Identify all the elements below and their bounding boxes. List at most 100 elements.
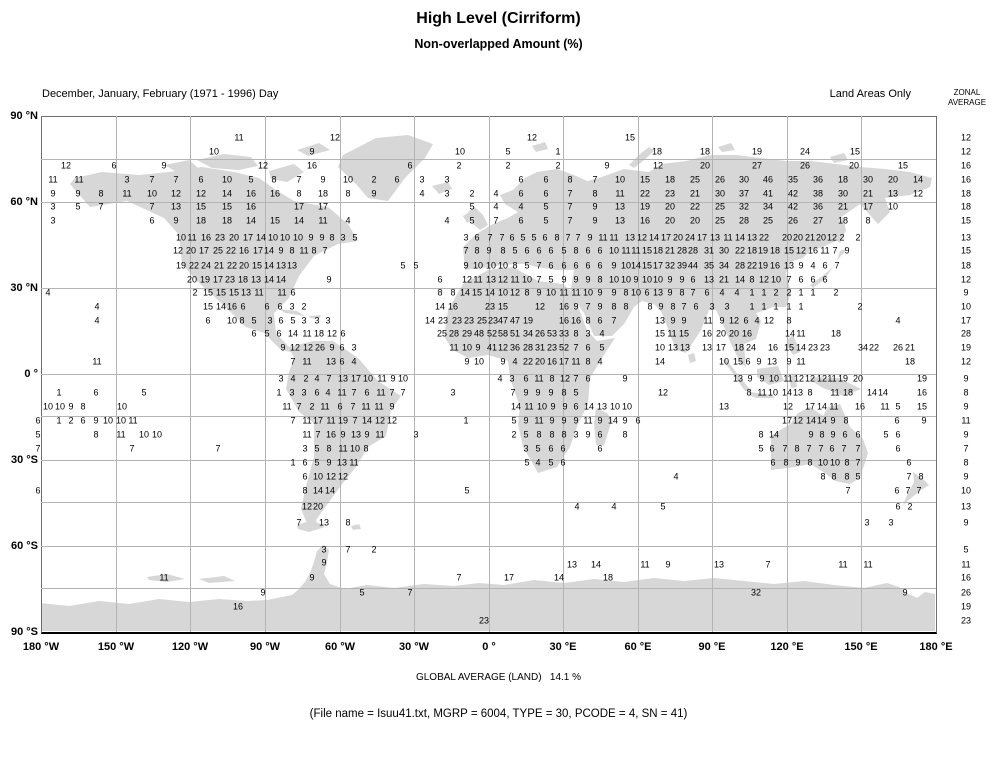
grid-value: 10 (545, 287, 557, 298)
grid-value: 10 (54, 401, 66, 412)
grid-value: 28 (448, 328, 460, 339)
grid-value: 6 (80, 415, 86, 426)
grid-value: 8 (622, 429, 628, 440)
grid-value: 6 (810, 274, 816, 285)
grid-value: 21 (718, 274, 730, 285)
gridline-h (41, 416, 936, 417)
y-tick-label: 30 °N (10, 282, 38, 294)
grid-value: 11 (534, 373, 544, 384)
grid-value: 1 (761, 287, 767, 298)
grid-value: 8 (93, 429, 99, 440)
grid-value: 10 (608, 245, 620, 256)
grid-value: 28 (522, 342, 534, 353)
grid-value: 30 (714, 188, 726, 199)
landmass-island (787, 335, 800, 355)
zonal-average-value: 9 (963, 429, 969, 440)
landmass-island (830, 153, 848, 163)
grid-value: 6 (364, 387, 370, 398)
grid-value: 11 (374, 401, 384, 412)
grid-value: 18 (842, 387, 854, 398)
grid-value: 20 (689, 215, 701, 226)
grid-value: 6 (548, 260, 554, 271)
grid-value: 8 (549, 373, 555, 384)
grid-value: 6 (822, 260, 828, 271)
grid-value: 44 (687, 260, 699, 271)
grid-value: 3 (444, 188, 450, 199)
grid-value: 13 (614, 215, 626, 226)
grid-value: 15 (251, 260, 263, 271)
grid-value: 1 (749, 287, 755, 298)
grid-value: 20 (672, 232, 684, 243)
grid-value: 6 (518, 188, 524, 199)
grid-value: 2 (505, 160, 511, 171)
grid-value: 20 (185, 245, 197, 256)
grid-value: 16 (269, 188, 281, 199)
grid-value: 8 (865, 215, 871, 226)
grid-value: 12 (374, 415, 386, 426)
grid-value: 6 (509, 232, 515, 243)
grid-value: 6 (560, 443, 566, 454)
grid-value: 6 (560, 457, 566, 468)
x-tick-label: 60 °E (624, 641, 652, 653)
grid-value: 19 (522, 315, 534, 326)
grid-value: 34 (522, 328, 534, 339)
grid-value: 14 (459, 287, 471, 298)
grid-value: 17 (652, 260, 664, 271)
grid-value: 22 (689, 201, 701, 212)
zonal-average-value: 17 (960, 315, 972, 326)
landmass-island (757, 366, 784, 385)
grid-value: 12 (804, 373, 816, 384)
grid-value: 18 (733, 342, 745, 353)
grid-value: 4 (94, 315, 100, 326)
grid-value: 3 (314, 315, 320, 326)
grid-value: 13 (596, 401, 608, 412)
grid-value: 8 (597, 274, 603, 285)
zonal-average-value: 19 (960, 342, 972, 353)
grid-value: 3 (864, 517, 870, 528)
grid-value: 8 (807, 387, 813, 398)
grid-value: 6 (585, 373, 591, 384)
grid-value: 19 (757, 245, 769, 256)
grid-value: 30 (738, 174, 750, 185)
grid-value: 4 (94, 301, 100, 312)
grid-value: 11 (838, 559, 848, 570)
x-tick-label: 120 °E (770, 641, 804, 653)
landmass-island (269, 164, 304, 182)
grid-value: 7 (149, 201, 155, 212)
grid-value: 10 (115, 415, 127, 426)
grid-value: 20 (534, 356, 546, 367)
grid-value: 13 (746, 232, 758, 243)
grid-value: 4 (597, 356, 603, 367)
grid-value: 4 (719, 287, 725, 298)
grid-value: 20 (312, 501, 324, 512)
grid-value: 2 (192, 287, 198, 298)
grid-value: 15 (897, 160, 909, 171)
grid-value: 19 (837, 373, 849, 384)
grid-value: 8 (450, 287, 456, 298)
grid-value: 14 (590, 559, 602, 570)
grid-value: 4 (345, 215, 351, 226)
grid-value: 12 (301, 501, 313, 512)
grid-value: 14 (263, 274, 275, 285)
grid-value: 6 (340, 328, 346, 339)
grid-value: 15 (202, 301, 214, 312)
grid-value: 13 (337, 373, 349, 384)
grid-value: 10 (718, 356, 730, 367)
grid-value: 7 (611, 315, 617, 326)
grid-value: 9 (592, 215, 598, 226)
grid-value: 7 (905, 485, 911, 496)
landmass-island (835, 217, 846, 243)
grid-value: 11 (609, 232, 619, 243)
zonal-average-value: 16 (960, 572, 972, 583)
grid-value: 2 (371, 174, 377, 185)
gridline-h (41, 202, 936, 203)
grid-value: 9 (561, 415, 567, 426)
grid-value: 9 (658, 301, 664, 312)
grid-value: 18 (237, 274, 249, 285)
grid-value: 24 (200, 260, 212, 271)
zonal-average-value: 8 (963, 387, 969, 398)
grid-value: 8 (80, 401, 86, 412)
grid-value: 8 (561, 387, 567, 398)
grid-value: 11 (254, 287, 264, 298)
grid-value: 12 (257, 160, 269, 171)
